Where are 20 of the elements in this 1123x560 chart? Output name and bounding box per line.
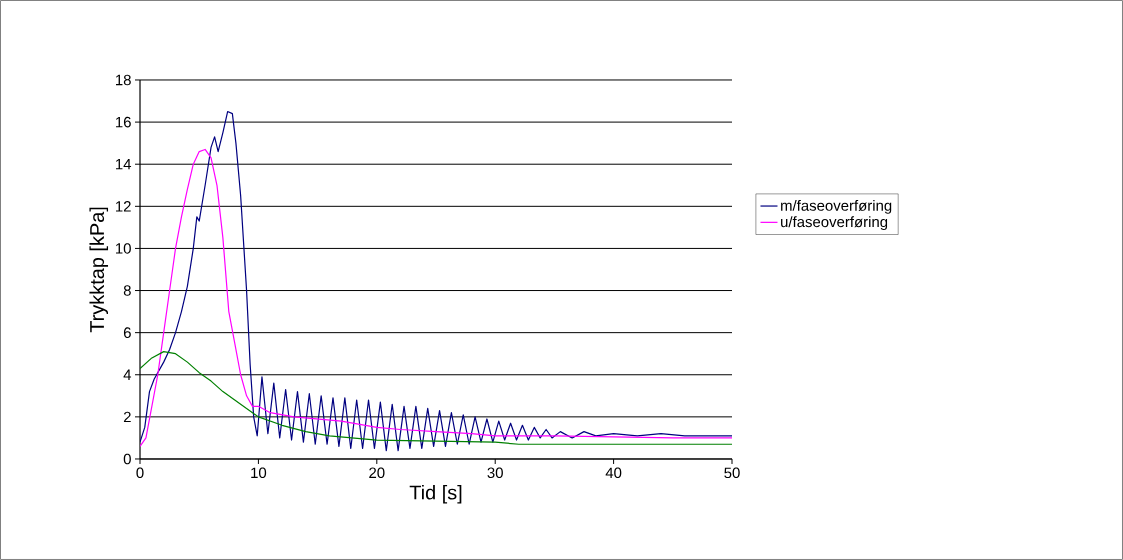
x-tick-label: 40	[605, 467, 622, 479]
y-tick-label: 0	[123, 453, 131, 465]
x-tick-label: 20	[369, 467, 385, 479]
y-tick-label: 8	[123, 285, 131, 296]
y-tick-label: 6	[123, 327, 131, 338]
y-tick-label: 14	[116, 159, 132, 170]
legend-label: u/faseoverføring	[781, 216, 888, 231]
y-tick-label: 4	[123, 369, 132, 380]
legend-label: m/faseoverføring	[781, 199, 892, 214]
y-tick-label: 18	[116, 74, 131, 86]
y-tick-label: 12	[116, 201, 131, 212]
y-axis-title: Trykktap [kPa]	[89, 207, 109, 333]
y-tick-label: 2	[123, 411, 131, 423]
x-tick-label: 10	[251, 467, 267, 479]
x-tick-label: 50	[724, 467, 740, 479]
x-tick-label: 0	[136, 467, 144, 479]
y-tick-label: 16	[116, 116, 131, 128]
x-tick-label: 30	[487, 467, 503, 479]
x-axis-title: Tid [s]	[409, 484, 462, 504]
y-tick-label: 10	[116, 243, 131, 254]
